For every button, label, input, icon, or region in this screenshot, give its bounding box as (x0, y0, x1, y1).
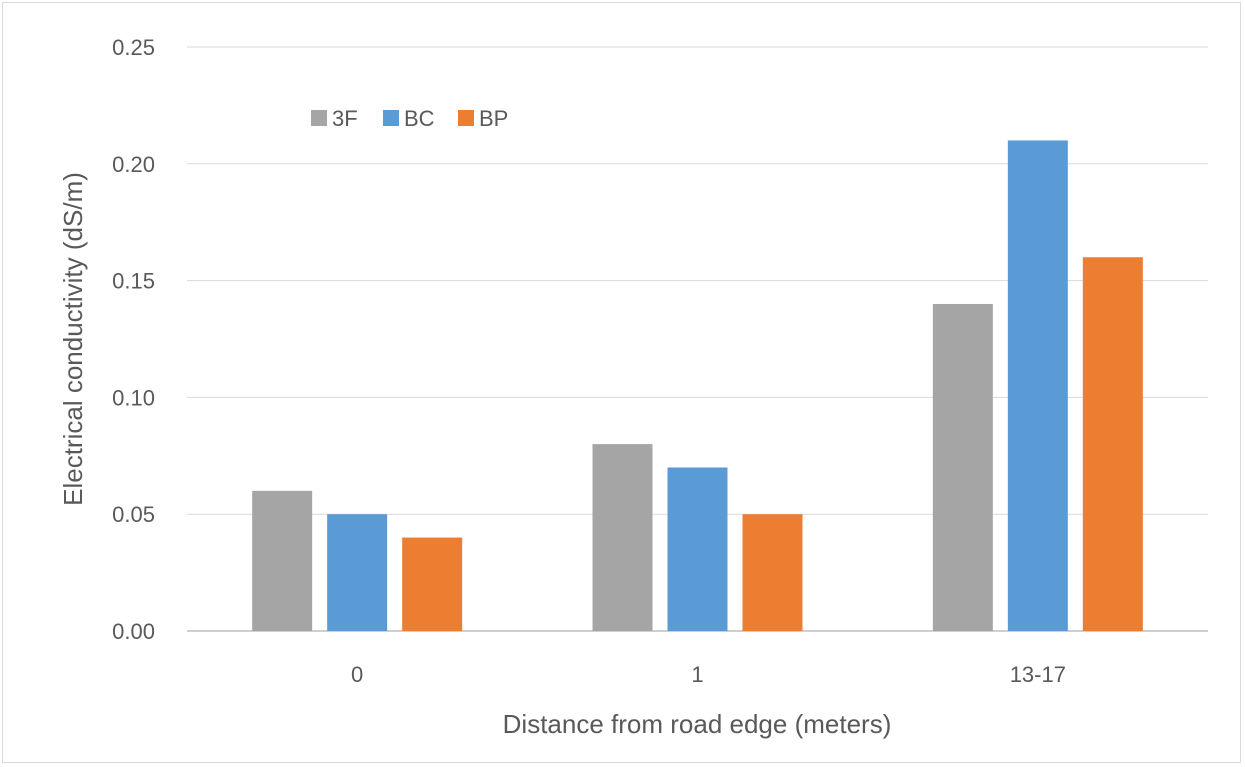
bar-BC-0 (327, 514, 388, 631)
bar-BC-13-17 (1007, 140, 1068, 631)
bar-3F-1 (592, 444, 653, 631)
bar-3F-0 (252, 490, 313, 631)
legend-label-3F: 3F (332, 106, 358, 131)
bar-BC-1 (667, 467, 728, 631)
x-axis-ticks: 0 1 13-17 (351, 662, 1066, 687)
y-tick-label: 0.20 (112, 152, 155, 177)
y-axis-title: Electrical conductivity (dS/m) (58, 172, 88, 506)
y-axis-ticks: 0.00 0.05 0.10 0.15 0.20 0.25 (112, 35, 155, 644)
y-tick-label: 0.15 (112, 269, 155, 294)
legend: 3F BC BP (311, 106, 508, 131)
x-axis-title: Distance from road edge (meters) (503, 709, 892, 739)
y-tick-label: 0.25 (112, 35, 155, 60)
legend-label-BP: BP (479, 106, 508, 131)
x-tick-label: 0 (351, 662, 363, 687)
legend-swatch-BP (458, 110, 474, 126)
x-tick-label: 13-17 (1010, 662, 1066, 687)
bars (252, 140, 1143, 631)
bar-BP-0 (402, 537, 463, 631)
legend-swatch-BC (383, 110, 399, 126)
legend-swatch-3F (311, 110, 327, 126)
legend-label-BC: BC (404, 106, 435, 131)
y-tick-label: 0.00 (112, 619, 155, 644)
bar-BP-13-17 (1082, 257, 1143, 631)
y-tick-label: 0.05 (112, 502, 155, 527)
bar-BP-1 (742, 514, 803, 631)
x-tick-label: 1 (691, 662, 703, 687)
y-tick-label: 0.10 (112, 385, 155, 410)
bar-3F-13-17 (932, 303, 993, 631)
